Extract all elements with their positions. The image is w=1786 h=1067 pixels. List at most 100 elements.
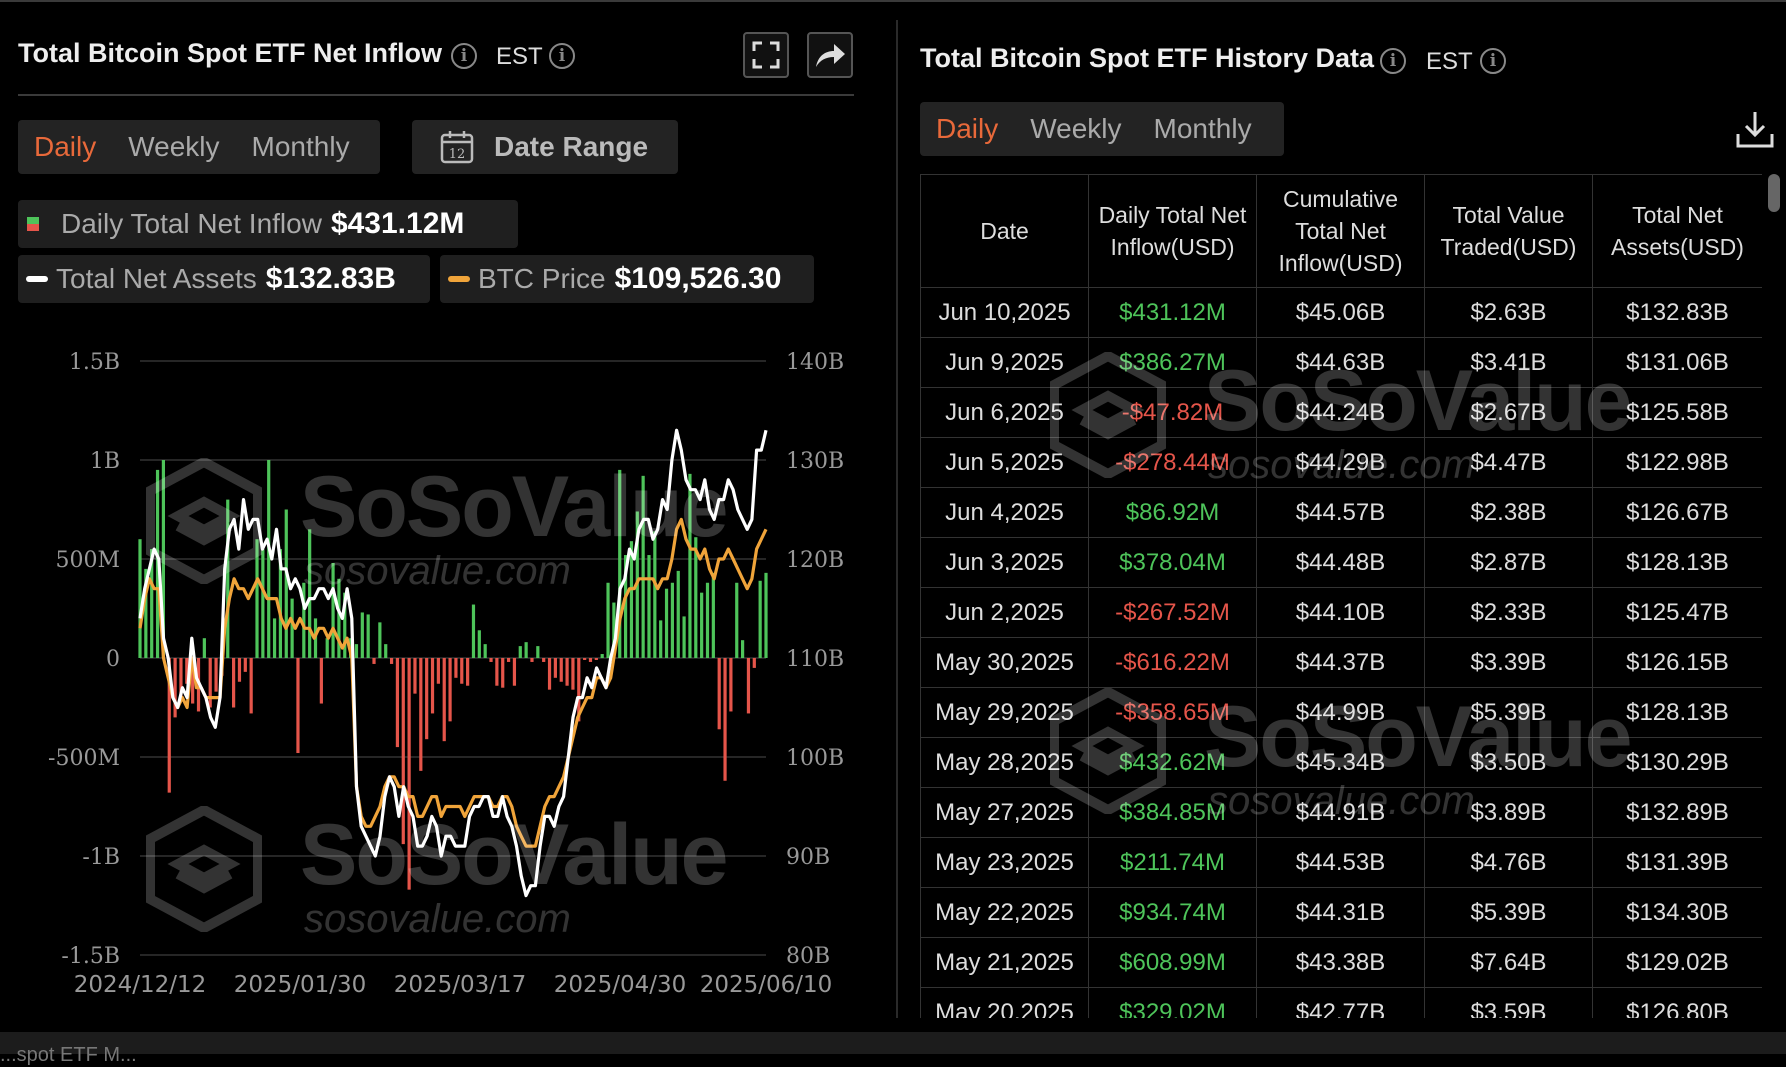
info-icon[interactable]: i: [549, 43, 575, 69]
legend-inflow[interactable]: Daily Total Net Inflow $431.12M: [18, 200, 518, 248]
table-row[interactable]: May 30,2025 -$616.22M $44.37B $3.39B $126.15…: [920, 637, 1762, 688]
col-header-daily-inflow: Daily Total Net Inflow(USD): [1088, 174, 1257, 288]
inflow-bar: [360, 612, 364, 658]
inflow-bar: [138, 539, 142, 658]
cell-value-traded: $3.89B: [1424, 787, 1593, 838]
cell-net-assets: $132.83B: [1592, 287, 1762, 338]
inflow-bar: [618, 469, 622, 658]
cell-cumulative-inflow: $44.53B: [1256, 837, 1425, 888]
table-header-row: Date Daily Total Net Inflow(USD) Cumulat…: [920, 174, 1762, 288]
y-left-tick-label: 1.5B: [69, 350, 120, 375]
cell-daily-inflow: $432.62M: [1088, 737, 1257, 788]
table-row[interactable]: Jun 3,2025 $378.04M $44.48B $2.87B $128.13B: [920, 537, 1762, 588]
inflow-bar: [553, 658, 557, 678]
info-icon[interactable]: i: [1480, 48, 1506, 74]
scrollbar-thumb[interactable]: [1768, 174, 1780, 212]
y-left-tick-label: 500M: [55, 548, 120, 573]
y-right-tick-label: 100B: [786, 746, 844, 771]
inflow-bar: [746, 658, 751, 714]
inflow-bar: [664, 588, 669, 658]
fullscreen-button[interactable]: [743, 32, 789, 78]
inflow-bar: [208, 658, 212, 708]
table-row[interactable]: May 27,2025 $384.85M $44.91B $3.89B $132.89B: [920, 787, 1762, 838]
legend-price[interactable]: BTC Price $109,526.30: [440, 255, 814, 303]
inflow-bar: [536, 646, 540, 658]
table-row[interactable]: May 20,2025 $329.02M $42.77B $3.59B $126.80B: [920, 987, 1762, 1018]
table-row[interactable]: May 21,2025 $608.99M $43.38B $7.64B $129.02B: [920, 937, 1762, 988]
cell-daily-inflow: $934.74M: [1088, 887, 1257, 938]
date-range-button[interactable]: 12 Date Range: [412, 120, 678, 174]
tab-daily[interactable]: Daily: [34, 131, 97, 162]
cell-daily-inflow: $378.04M: [1088, 537, 1257, 588]
share-button[interactable]: [807, 32, 853, 78]
inflow-bar: [430, 658, 435, 714]
inflow-bar: [407, 658, 411, 890]
download-icon[interactable]: [1734, 108, 1776, 152]
table-row[interactable]: Jun 9,2025 $386.27M $44.63B $3.41B $131.06B: [920, 337, 1762, 388]
cell-net-assets: $126.15B: [1592, 637, 1762, 688]
cell-net-assets: $126.67B: [1592, 487, 1762, 538]
table-row[interactable]: May 23,2025 $211.74M $44.53B $4.76B $131.39B: [920, 837, 1762, 888]
cell-date: May 29,2025: [920, 687, 1089, 738]
cell-value-traded: $5.39B: [1424, 687, 1593, 738]
inflow-bar: [325, 638, 329, 658]
cell-cumulative-inflow: $43.38B: [1256, 937, 1425, 988]
inflow-bar: [547, 658, 552, 690]
inflow-bar: [477, 630, 481, 658]
cell-date: May 21,2025: [920, 937, 1089, 988]
cell-cumulative-inflow: $45.34B: [1256, 737, 1425, 788]
table-scrollbar[interactable]: [1766, 174, 1782, 1018]
cell-cumulative-inflow: $44.91B: [1256, 787, 1425, 838]
tab-monthly[interactable]: Monthly: [251, 131, 350, 162]
cell-date: Jun 3,2025: [920, 537, 1089, 588]
cell-cumulative-inflow: $44.63B: [1256, 337, 1425, 388]
cell-cumulative-inflow: $44.29B: [1256, 437, 1425, 488]
tab-daily[interactable]: Daily: [936, 113, 999, 144]
info-icon[interactable]: i: [451, 43, 477, 69]
col-header-cumulative-inflow: Cumulative Total Net Inflow(USD): [1256, 174, 1425, 288]
table-row[interactable]: Jun 6,2025 -$47.82M $44.24B $2.67B $125.58B: [920, 387, 1762, 438]
net-inflow-title: Total Bitcoin Spot ETF Net Inflow: [18, 38, 442, 68]
inflow-bar: [272, 618, 277, 658]
inflow-bar: [594, 658, 598, 660]
history-table-container[interactable]: Date Daily Total Net Inflow(USD) Cumulat…: [920, 174, 1762, 1018]
cell-value-traded: $3.59B: [1424, 987, 1593, 1018]
table-row[interactable]: May 28,2025 $432.62M $45.34B $3.50B $130.29B: [920, 737, 1762, 788]
table-row[interactable]: Jun 4,2025 $86.92M $44.57B $2.38B $126.67B: [920, 487, 1762, 538]
timezone-label: EST: [496, 43, 543, 70]
tab-monthly[interactable]: Monthly: [1153, 113, 1252, 144]
table-row[interactable]: May 29,2025 -$358.65M $44.99B $5.39B $128.13…: [920, 687, 1762, 738]
period-tabs: Daily Weekly Monthly: [18, 120, 380, 174]
inflow-bar: [495, 658, 499, 686]
inflow-bar: [331, 562, 335, 658]
cell-daily-inflow: $384.85M: [1088, 787, 1257, 838]
inflow-bar: [343, 592, 347, 658]
cell-daily-inflow: -$47.82M: [1088, 387, 1257, 438]
inflow-bar: [308, 529, 312, 658]
cell-value-traded: $4.47B: [1424, 437, 1593, 488]
legend-assets[interactable]: Total Net Assets $132.83B: [18, 255, 430, 303]
info-icon[interactable]: i: [1380, 48, 1406, 74]
history-data-panel: Total Bitcoin Spot ETF History Data i ES…: [920, 0, 1786, 1030]
inflow-bar: [542, 658, 546, 662]
cell-date: Jun 5,2025: [920, 437, 1089, 488]
tab-weekly[interactable]: Weekly: [128, 131, 220, 162]
table-row[interactable]: Jun 2,2025 -$267.52M $44.10B $2.33B $125.47B: [920, 587, 1762, 638]
table-row[interactable]: Jun 5,2025 -$278.44M $44.29B $4.47B $122.98B: [920, 437, 1762, 488]
inflow-bar: [588, 658, 593, 662]
table-row[interactable]: May 22,2025 $934.74M $44.31B $5.39B $134.30B: [920, 887, 1762, 938]
cell-net-assets: $128.13B: [1592, 687, 1762, 738]
btc-price-line: [138, 517, 768, 848]
inflow-bar: [729, 658, 733, 712]
y-left-tick-label: -1.5B: [61, 944, 120, 969]
inflow-bar: [372, 658, 376, 664]
net-inflow-chart[interactable]: 1.5B 140B 1B 130B 500M 120B 0 110B -500M 100B -1B 9…: [0, 0, 880, 1030]
table-row[interactable]: Jun 10,2025 $431.12M $45.06B $2.63B $132.83B: [920, 287, 1762, 338]
inflow-bar: [653, 531, 657, 658]
cell-cumulative-inflow: $44.24B: [1256, 387, 1425, 438]
legend-price-label: BTC Price: [478, 263, 606, 294]
tab-weekly[interactable]: Weekly: [1030, 113, 1122, 144]
cell-value-traded: $3.39B: [1424, 637, 1593, 688]
inflow-bar: [378, 622, 382, 658]
inflow-bar: [167, 658, 171, 793]
